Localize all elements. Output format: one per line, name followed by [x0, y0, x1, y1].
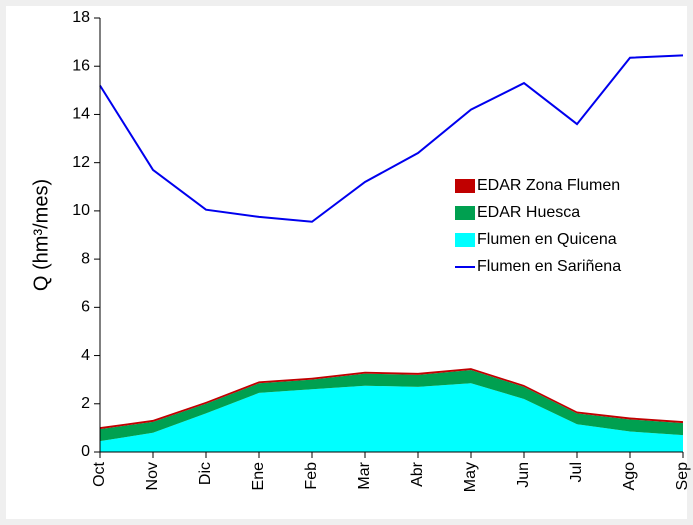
- y-tick-label: 18: [72, 9, 90, 26]
- legend-label: EDAR Zona Flumen: [477, 177, 620, 194]
- x-tick-label: Feb: [303, 462, 320, 490]
- line: [99, 54, 684, 223]
- legend-swatch: [455, 179, 475, 193]
- area: [100, 383, 683, 452]
- y-tick-label: 6: [81, 299, 90, 316]
- legend-label: Flumen en Sariñena: [477, 258, 621, 275]
- y-tick-label: 12: [72, 154, 90, 171]
- x-tick-label: Nov: [144, 462, 161, 490]
- legend-label: EDAR Huesca: [477, 204, 580, 221]
- x-tick-label: Sep: [674, 462, 691, 491]
- x-tick-label: Mar: [356, 461, 373, 489]
- legend-label: Flumen en Quicena: [477, 231, 617, 248]
- x-tick-label: May: [462, 462, 479, 492]
- x-tick-label: Jun: [515, 462, 532, 488]
- x-tick-label: Oct: [91, 461, 108, 486]
- x-tick-label: Jul: [568, 462, 585, 482]
- legend-swatch: [455, 206, 475, 220]
- y-tick-label: 2: [81, 395, 90, 412]
- legend-swatch: [455, 233, 475, 247]
- y-tick-label: 0: [81, 443, 90, 460]
- y-axis-label: Q (hm³/mes): [30, 179, 52, 291]
- y-tick-label: 10: [72, 202, 90, 219]
- y-tick-label: 16: [72, 57, 90, 74]
- y-tick-label: 8: [81, 250, 90, 267]
- y-tick-label: 4: [81, 347, 90, 364]
- area: [100, 368, 683, 430]
- x-tick-label: Ago: [621, 462, 638, 491]
- x-tick-label: Ene: [250, 462, 267, 491]
- area: [100, 370, 683, 442]
- x-tick-label: Dic: [197, 462, 214, 485]
- x-tick-label: Abr: [409, 461, 426, 487]
- y-tick-label: 14: [72, 106, 90, 123]
